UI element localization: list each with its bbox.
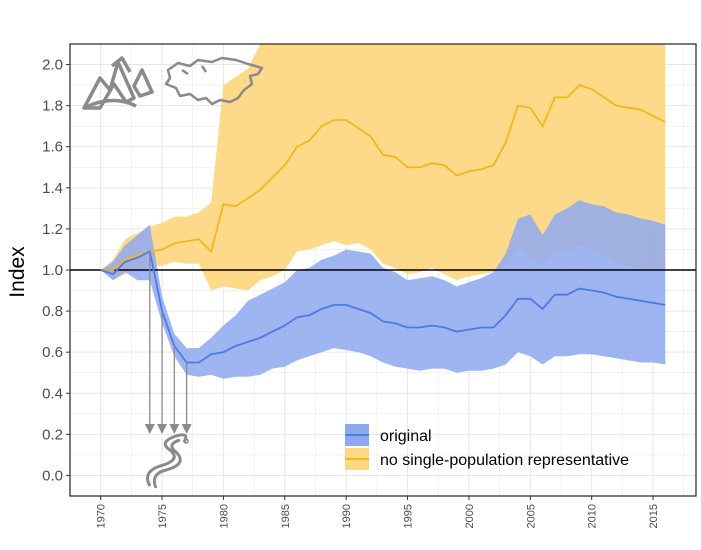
arrow-head	[169, 424, 180, 434]
mountains-icon	[82, 56, 154, 110]
y-tick-label: 0.4	[42, 385, 63, 402]
arrow-head	[144, 424, 155, 434]
legend: original no single-population representa…	[345, 424, 629, 470]
y-tick-label: 0.0	[42, 467, 63, 484]
x-tick-label: 1990	[341, 504, 353, 528]
band-original	[100, 200, 666, 379]
y-tick-label: 1.2	[42, 221, 63, 238]
y-tick-label: 0.2	[42, 426, 63, 443]
x-tick-label: 2005	[525, 504, 537, 528]
y-tick-label: 0.6	[42, 344, 63, 361]
y-tick-label: 0.8	[42, 303, 63, 320]
x-tick-label: 2015	[648, 504, 660, 528]
x-tick-label: 1970	[96, 504, 108, 528]
y-tick-label: 1.8	[42, 98, 63, 115]
x-axis-ticks: 1970 1975 1980 1985 1990 1995 2000 2005 2010 2015	[96, 496, 660, 528]
arrow-head	[181, 424, 192, 434]
icon-arrows	[144, 251, 192, 434]
line-no-single-population	[100, 84, 666, 271]
legend-label-no-single-population: no single-population representative	[380, 452, 629, 469]
x-tick-label: 1985	[280, 504, 292, 528]
line-original	[100, 250, 666, 364]
x-tick-label: 1995	[403, 504, 415, 528]
legend-label-original: original	[380, 428, 432, 445]
x-tick-label: 1980	[218, 504, 230, 528]
greenland-map-icon	[164, 56, 264, 106]
y-axis-title: Index	[6, 246, 29, 298]
x-tick-label: 1975	[157, 504, 169, 528]
x-tick-label: 2010	[587, 504, 599, 528]
arrow-head	[157, 424, 168, 434]
series-lines	[100, 84, 666, 364]
y-axis-ticks: 0.0 0.2 0.4 0.6 0.8 1.0 1.2 1.4 1.6 1.8 2.0	[42, 57, 70, 484]
y-tick-label: 2.0	[42, 57, 63, 74]
y-tick-label: 1.4	[42, 180, 63, 197]
snake-icon	[146, 433, 189, 489]
y-tick-label: 1.6	[42, 139, 63, 156]
y-tick-label: 1.0	[42, 262, 63, 279]
confidence-bands	[100, 44, 666, 379]
x-tick-label: 2000	[464, 504, 476, 528]
